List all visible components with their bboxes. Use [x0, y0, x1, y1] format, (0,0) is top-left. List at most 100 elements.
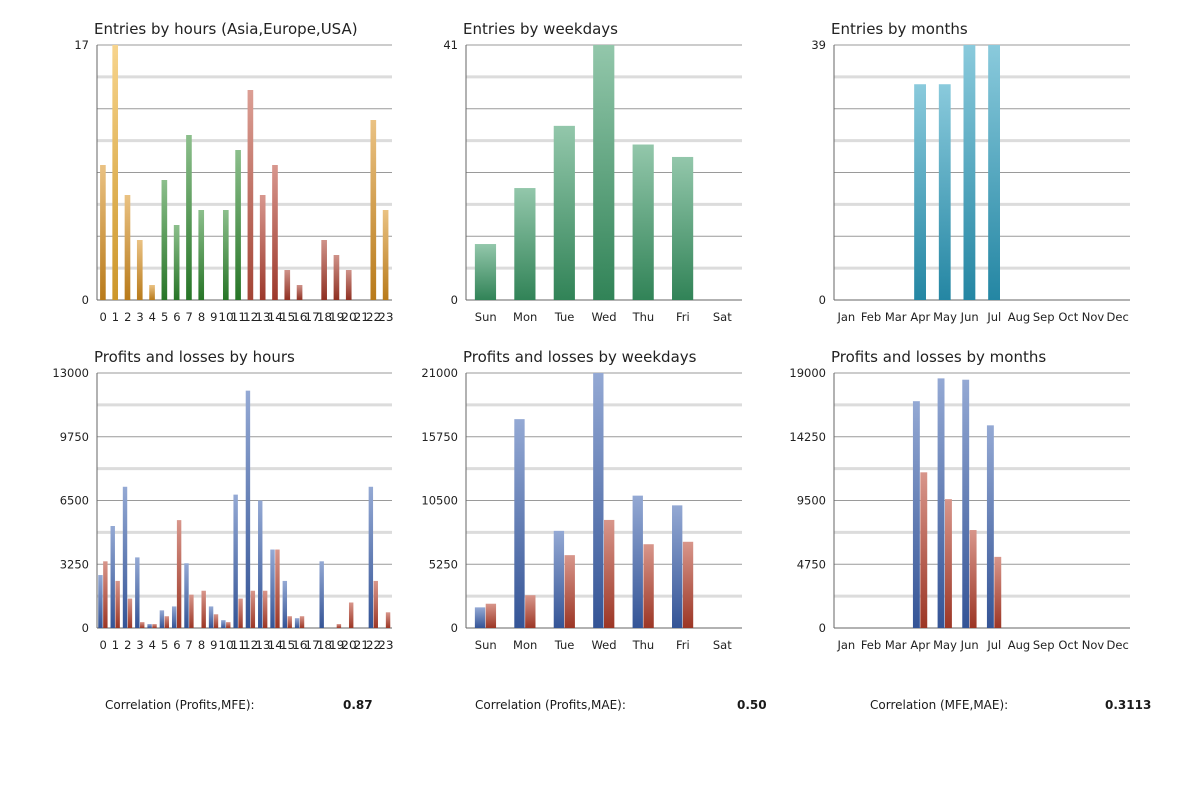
bar — [604, 519, 615, 628]
bar — [294, 618, 300, 628]
x-tick-label: 12 — [243, 310, 258, 324]
bar — [336, 624, 342, 628]
bar — [152, 624, 157, 628]
correlation-label: Correlation (MFE,MAE): — [870, 698, 1009, 712]
bar — [986, 425, 994, 628]
bar — [299, 616, 305, 628]
bar — [122, 486, 128, 628]
bar — [287, 616, 292, 628]
bar — [920, 472, 928, 628]
bar — [221, 620, 226, 628]
bar — [176, 520, 182, 628]
y-tick-label: 14250 — [789, 430, 826, 444]
bar — [149, 285, 155, 300]
x-tick-label: 21 — [354, 638, 369, 652]
x-tick-label: 6 — [173, 310, 180, 324]
bar — [238, 598, 243, 628]
x-tick-label: Jun — [960, 310, 979, 324]
bar — [474, 244, 497, 300]
x-tick-label: 21 — [354, 310, 369, 324]
bar — [632, 144, 654, 300]
bar — [962, 379, 970, 628]
y-tick-label: 13000 — [52, 366, 89, 380]
x-tick-label: 4 — [149, 638, 156, 652]
bar — [564, 555, 575, 628]
x-tick-label: 14 — [268, 638, 283, 652]
bar — [235, 150, 241, 300]
x-tick-label: Thu — [632, 310, 655, 324]
correlation-value: 0.3113 — [1105, 698, 1152, 712]
y-tick-label: 15750 — [421, 430, 458, 444]
bar — [275, 549, 280, 628]
bar — [270, 549, 275, 628]
x-tick-label: Jul — [986, 310, 1001, 324]
bar — [553, 125, 575, 300]
y-tick-label: 0 — [819, 293, 826, 307]
bar — [258, 500, 263, 628]
x-tick-label: Jul — [986, 638, 1001, 652]
x-tick-label: 23 — [378, 638, 393, 652]
x-tick-label: 2 — [124, 310, 131, 324]
x-tick-label: Wed — [591, 310, 616, 324]
x-tick-label: 2 — [124, 638, 131, 652]
y-tick-label: 9500 — [797, 494, 826, 508]
bar — [171, 606, 177, 628]
x-tick-label: May — [933, 310, 957, 324]
bar — [994, 556, 1002, 628]
bar — [208, 606, 214, 628]
bar — [553, 530, 565, 628]
x-tick-label: 17 — [304, 310, 319, 324]
x-tick-label: 9 — [210, 638, 217, 652]
x-tick-label: 15 — [280, 638, 295, 652]
x-tick-label: 20 — [341, 310, 356, 324]
bar — [632, 495, 643, 628]
x-tick-label: 20 — [341, 638, 356, 652]
y-tick-label: 0 — [819, 621, 826, 635]
correlation-value: 0.50 — [737, 698, 767, 712]
x-tick-label: Oct — [1058, 310, 1078, 324]
chart-title: Profits and losses by weekdays — [463, 348, 697, 366]
bar — [98, 575, 103, 628]
x-tick-label: 18 — [317, 638, 332, 652]
y-tick-label: 21000 — [421, 366, 458, 380]
bar — [514, 188, 536, 300]
x-tick-label: Tue — [554, 310, 575, 324]
bar — [593, 45, 615, 300]
correlation-profits-mae: Correlation (Profits,MAE): 0.50 — [475, 698, 775, 716]
bar — [945, 499, 952, 628]
bar — [213, 614, 219, 628]
x-tick-label: Wed — [591, 638, 616, 652]
chart-title: Profits and losses by hours — [94, 348, 295, 366]
bar — [222, 210, 229, 300]
x-tick-label: 19 — [329, 638, 344, 652]
bar — [164, 616, 170, 628]
chart-title: Entries by hours (Asia,Europe,USA) — [94, 20, 358, 38]
x-tick-label: 15 — [280, 310, 295, 324]
x-tick-label: Dec — [1107, 638, 1129, 652]
x-tick-label: Fri — [676, 310, 690, 324]
x-tick-label: 4 — [149, 310, 156, 324]
correlation-value: 0.87 — [343, 698, 373, 712]
x-tick-label: 5 — [161, 310, 168, 324]
bar — [938, 84, 951, 300]
x-tick-label: 10 — [218, 638, 233, 652]
x-tick-label: Jun — [960, 638, 979, 652]
x-tick-label: Sep — [1033, 638, 1055, 652]
x-tick-label: Aug — [1008, 638, 1030, 652]
bar — [127, 598, 133, 628]
bar — [135, 557, 140, 628]
x-tick-label: Nov — [1082, 638, 1105, 652]
bar — [198, 210, 205, 300]
bar — [147, 624, 152, 628]
bar — [140, 622, 145, 628]
bar — [514, 419, 525, 628]
bar — [643, 544, 654, 628]
x-tick-label: 8 — [198, 638, 205, 652]
x-tick-label: 7 — [186, 310, 193, 324]
bar — [245, 390, 251, 628]
x-tick-label: 17 — [304, 638, 319, 652]
